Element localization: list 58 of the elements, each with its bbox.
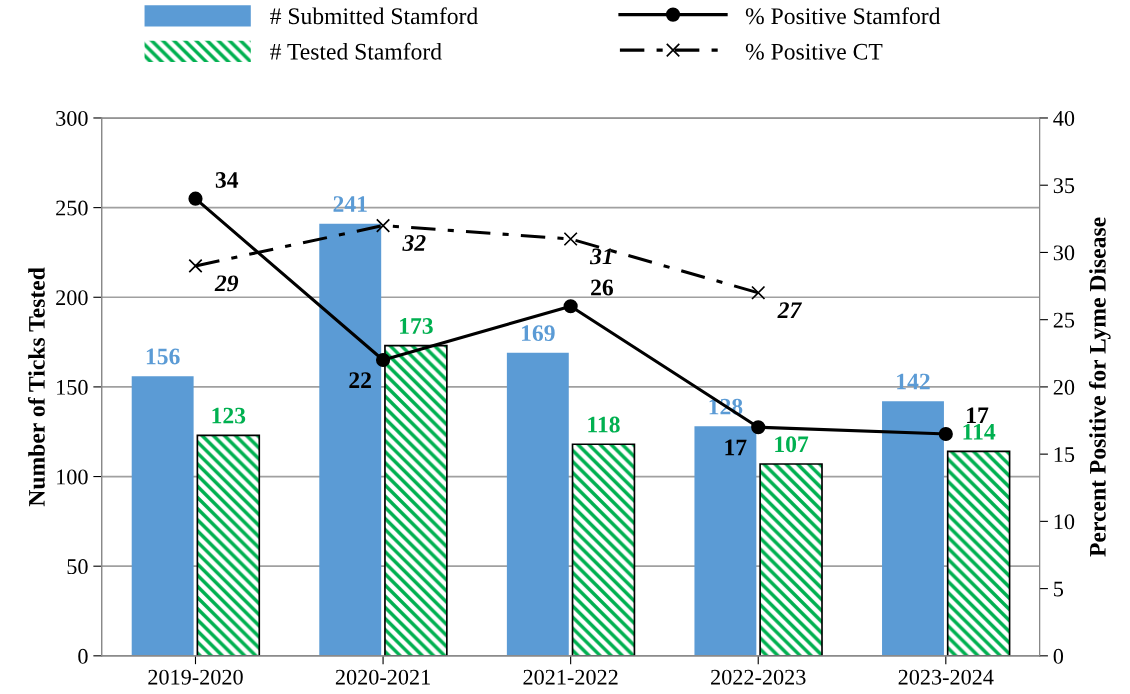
y2-tick-label: 5 <box>1054 581 1064 597</box>
data-label: 34 <box>215 172 239 188</box>
y-tick-label: 50 <box>67 559 88 575</box>
bar <box>882 401 944 656</box>
y2-tick-label: 0 <box>1053 648 1064 664</box>
x-tick-label: 2022-2023 <box>711 669 806 685</box>
y2-tick-label: 10 <box>1054 514 1075 530</box>
bar <box>131 376 194 656</box>
y2-tick-label: 15 <box>1054 447 1075 463</box>
data-label: 114 <box>963 423 996 440</box>
y-tick-label: 0 <box>78 648 88 664</box>
point <box>751 420 766 435</box>
data-label: 156 <box>146 348 180 365</box>
point <box>188 258 203 273</box>
y2-tick-label: 20 <box>1053 379 1075 395</box>
legend-label: % Positive Stamford <box>745 7 941 25</box>
x-tick-label: 2023-2024 <box>898 669 994 685</box>
point <box>751 285 766 300</box>
data-label: 123 <box>212 407 246 424</box>
y-tick-label: 150 <box>57 379 88 395</box>
data-label: 107 <box>775 436 809 453</box>
y2-tick-label: 30 <box>1053 245 1075 261</box>
y2-tick-label: 35 <box>1053 178 1075 194</box>
x-tick-label: 2020-2021 <box>335 669 430 685</box>
y-tick-label: 300 <box>56 110 88 126</box>
bar <box>506 352 569 656</box>
data-label: 169 <box>522 325 555 342</box>
x-tick-label: 2019-2020 <box>148 669 243 685</box>
data-label: 118 <box>588 416 620 433</box>
data-label: 22 <box>349 372 371 388</box>
point <box>563 299 578 314</box>
data-label: 31 <box>589 248 612 265</box>
data-label: 26 <box>591 279 614 296</box>
data-label: 173 <box>400 318 433 334</box>
y2-tick-label: 25 <box>1053 312 1075 328</box>
point <box>563 231 578 247</box>
bar <box>319 223 382 656</box>
data-label: 17 <box>725 439 747 456</box>
y2-tick-label: 40 <box>1053 110 1075 126</box>
y-tick-label: 100 <box>57 469 88 485</box>
legend-label: # Tested Stamford <box>270 42 442 60</box>
y-axis-title: Number of Ticks Tested <box>27 267 45 507</box>
x-tick-label: 2021-2022 <box>523 669 618 685</box>
legend-label: # Submitted Stamford <box>270 7 478 25</box>
data-label: 142 <box>897 373 930 390</box>
y2-axis-title: Percent Positive for Lyme Disease <box>1088 217 1111 557</box>
data-label: 17 <box>967 407 989 423</box>
bar <box>694 426 757 656</box>
y-tick-label: 200 <box>56 290 88 306</box>
point <box>188 191 203 206</box>
y-tick-label: 250 <box>56 200 88 216</box>
point <box>375 218 391 233</box>
point <box>938 426 953 442</box>
legend-label: % Positive CT <box>745 43 883 60</box>
data-label: 27 <box>777 302 803 318</box>
data-label: 32 <box>402 235 426 251</box>
data-label: 29 <box>214 275 239 292</box>
point <box>375 352 391 368</box>
